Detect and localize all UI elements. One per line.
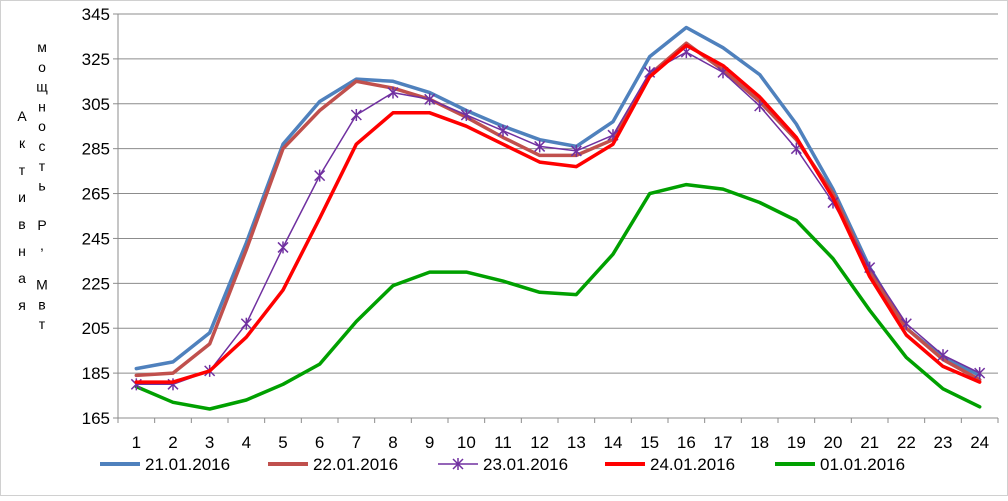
data-point-star [424, 93, 436, 106]
x-tick-label: 7 [352, 433, 361, 452]
legend-item: 01.01.2016 [775, 455, 905, 474]
legend-label: 01.01.2016 [820, 455, 905, 474]
axis-title-char: т [19, 162, 26, 178]
y-tick-label: 185 [82, 364, 110, 383]
axis-title-char: н [18, 243, 26, 259]
y-tick-label: 225 [82, 274, 110, 293]
x-tick-label: 16 [677, 433, 696, 452]
data-point-star [460, 109, 472, 121]
x-tick-label: 18 [750, 433, 769, 452]
legend-item: 22.01.2016 [268, 455, 398, 474]
data-point-star [452, 458, 464, 470]
axis-title-char: щ [36, 79, 48, 95]
y-tick-label: 285 [82, 140, 110, 159]
y-tick-label: 245 [82, 229, 110, 248]
axis-title-char: А [17, 108, 27, 124]
axis-title-char: в [38, 296, 45, 312]
axis-title-char: о [38, 59, 46, 75]
series-line [134, 41, 982, 382]
x-tick-label: 6 [315, 433, 324, 452]
axis-title-char: Р [37, 217, 46, 233]
x-tick-label: 9 [425, 433, 434, 452]
x-tick-label: 15 [640, 433, 659, 452]
series-24.01.2016 [134, 43, 982, 384]
axis-title-char: и [18, 189, 26, 205]
y-tick-label: 345 [82, 5, 110, 24]
y-tick-label: 305 [82, 95, 110, 114]
y-tick-label: 205 [82, 319, 110, 338]
legend-label: 21.01.2016 [145, 455, 230, 474]
axis-title-char: о [38, 118, 46, 134]
x-tick-label: 10 [457, 433, 476, 452]
x-tick-label: 11 [494, 433, 512, 452]
data-point-star [974, 367, 986, 380]
series-line [134, 43, 982, 384]
legend-item: 24.01.2016 [605, 455, 735, 474]
axis-title-char: а [18, 270, 26, 286]
data-point-star [277, 241, 289, 254]
data-point-star [534, 140, 546, 153]
x-tick-label: 22 [897, 433, 916, 452]
axis-title-char: М [36, 277, 48, 293]
x-tick-label: 23 [934, 433, 953, 452]
data-point-star [570, 144, 582, 157]
legend-item: 23.01.2016 [438, 455, 568, 474]
axis-title-char: я [18, 297, 26, 313]
legend-label: 22.01.2016 [313, 455, 398, 474]
x-tick-label: 8 [388, 433, 397, 452]
legend: 21.01.2016 22.01.2016 23.01.2016 24.01.2016… [100, 455, 905, 474]
x-tick-label: 5 [278, 433, 287, 452]
data-point-star [240, 317, 252, 330]
y-tick-label: 325 [82, 50, 110, 69]
x-tick-label: 19 [787, 433, 806, 452]
series-22.01.2016 [134, 41, 982, 382]
axis-title-char: н [38, 98, 46, 114]
data-point-star [387, 86, 399, 99]
data-point-star [350, 109, 362, 121]
axis-title-char: с [39, 138, 46, 154]
x-tick-label: 24 [970, 433, 989, 452]
y-tick-label: 265 [82, 185, 110, 204]
x-tick-label: 1 [132, 433, 141, 452]
x-tick-label: 20 [824, 433, 843, 452]
axis-title-char: т [39, 316, 46, 332]
data-point-star [314, 169, 326, 182]
data-point-star [937, 349, 949, 362]
y-tick-label: 165 [82, 409, 110, 428]
axis-title-char: ь [38, 178, 45, 194]
axis-title-char: к [19, 135, 26, 151]
legend-label: 24.01.2016 [650, 455, 735, 474]
axis-title-char: т [39, 158, 46, 174]
legend-item: 21.01.2016 [100, 455, 230, 474]
x-tick-label: 17 [714, 433, 733, 452]
x-tick-label: 13 [567, 433, 586, 452]
x-tick-label: 2 [168, 433, 177, 452]
legend-label: 23.01.2016 [483, 455, 568, 474]
x-tick-label: 12 [530, 433, 549, 452]
x-tick-label: 4 [242, 433, 251, 452]
data-point-star [497, 124, 509, 137]
x-tick-label: 14 [604, 433, 623, 452]
series-01.01.2016 [134, 182, 982, 411]
series-line [134, 182, 982, 411]
x-tick-label: 21 [860, 433, 879, 452]
axis-title-char: м [37, 39, 47, 55]
x-tick-label: 3 [205, 433, 214, 452]
axis-title-char: в [18, 216, 25, 232]
axis-title-char: , [40, 237, 44, 253]
